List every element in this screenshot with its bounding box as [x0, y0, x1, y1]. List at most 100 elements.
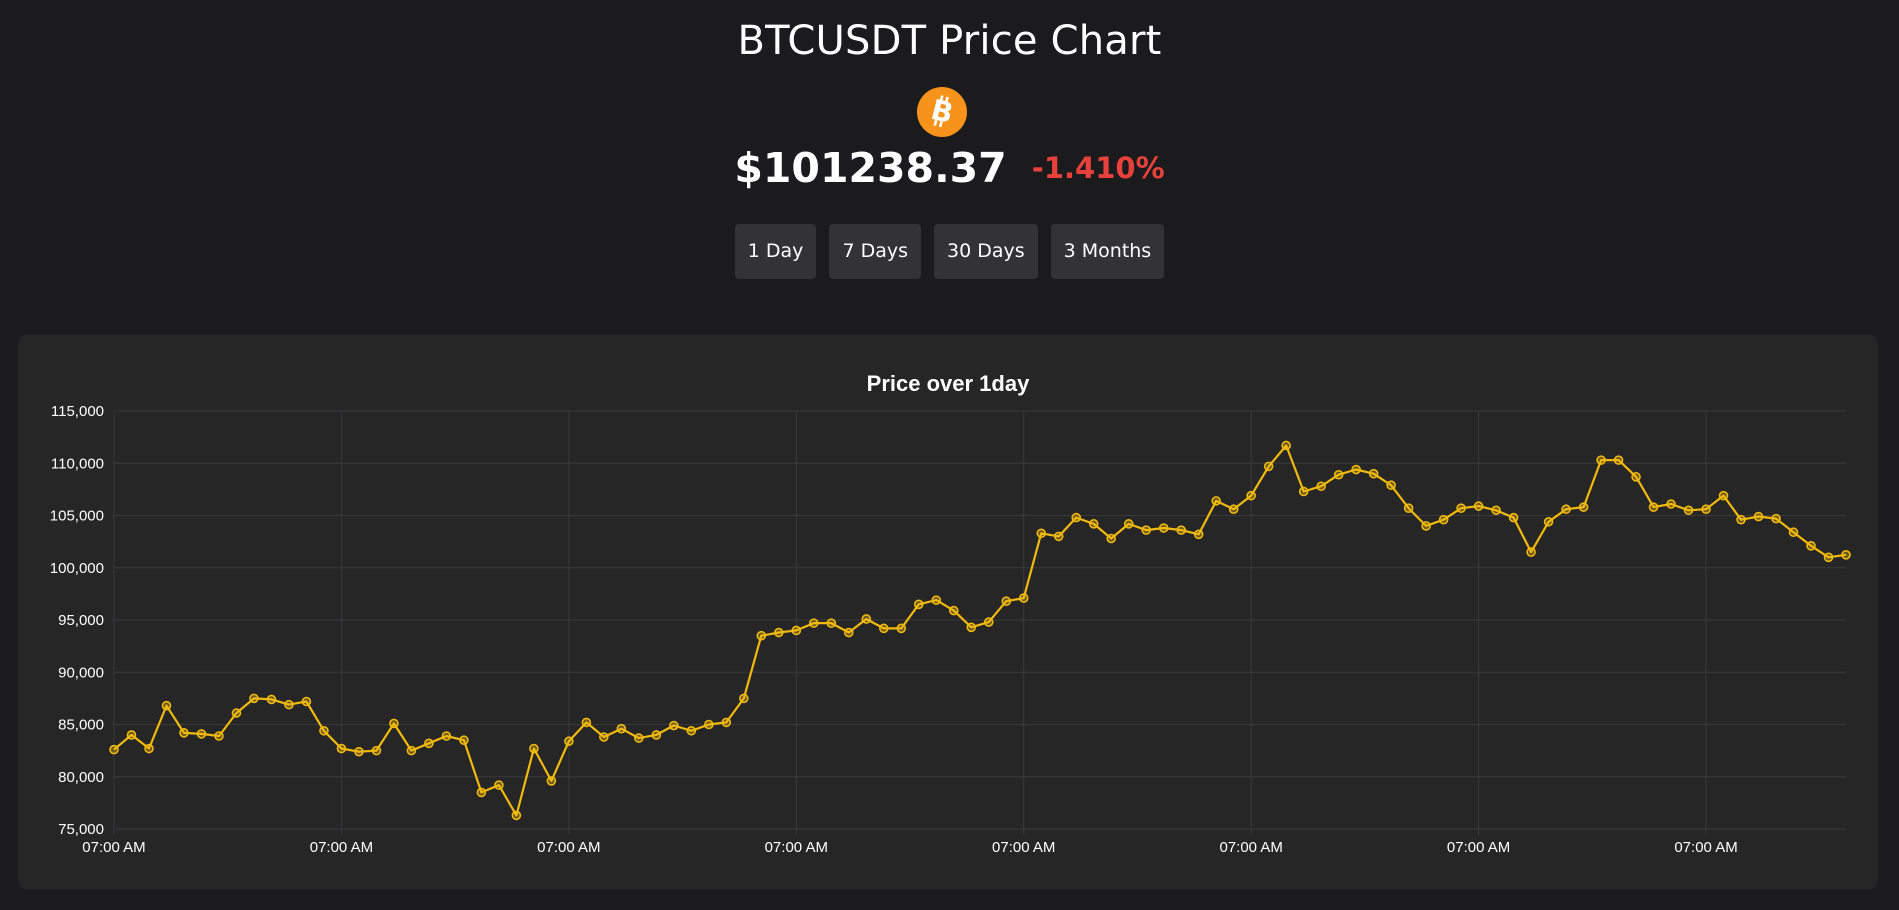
- data-point: [1123, 519, 1134, 529]
- chart-series: [109, 440, 1851, 821]
- data-point: [1718, 490, 1729, 501]
- data-point: [231, 708, 242, 718]
- data-point: [808, 618, 819, 628]
- chart-axes: 75,000 80,000 85,000 90,000 95,000 100,000 105…: [50, 403, 1738, 856]
- data-point: [214, 731, 224, 741]
- range-7-days-button[interactable]: 7 Days: [829, 224, 921, 279]
- range-3-months-button[interactable]: 3 Months: [1050, 224, 1165, 279]
- y-tick-label: 75,000: [58, 821, 104, 838]
- data-point: [1036, 528, 1047, 539]
- data-point: [1333, 469, 1344, 480]
- data-point: [896, 623, 907, 634]
- data-point: [1053, 531, 1064, 542]
- price-line: [113, 444, 1847, 817]
- chart-grid: [113, 410, 1846, 835]
- data-point: [826, 618, 837, 628]
- chart-title: Price over 1day: [867, 371, 1030, 396]
- data-point: [1298, 486, 1309, 497]
- range-30-days-button[interactable]: 30 Days: [933, 224, 1038, 279]
- data-point: [1771, 513, 1781, 524]
- data-point: [791, 625, 802, 636]
- data-point: [424, 738, 434, 749]
- data-point: [546, 776, 557, 786]
- data-point: [686, 725, 697, 736]
- data-point: [983, 617, 994, 627]
- data-point: [144, 743, 154, 754]
- data-point: [1018, 593, 1029, 603]
- data-point: [354, 746, 364, 757]
- data-point: [511, 810, 522, 821]
- data-point: [284, 699, 294, 710]
- data-point: [1193, 529, 1204, 540]
- data-point: [1421, 521, 1431, 531]
- data-point: [1578, 502, 1589, 512]
- data-point: [651, 730, 662, 740]
- data-point: [336, 743, 347, 754]
- data-point: [406, 745, 417, 756]
- data-point: [249, 693, 259, 704]
- data-point: [371, 745, 382, 756]
- y-tick-label: 85,000: [58, 717, 104, 734]
- data-point: [878, 623, 889, 634]
- data-point: [459, 735, 469, 745]
- data-point: [1648, 502, 1659, 512]
- data-point: [1806, 541, 1816, 551]
- data-point: [1683, 505, 1694, 516]
- data-point: [1631, 472, 1641, 482]
- data-point: [529, 743, 539, 754]
- x-tick-label: 07:00 AM: [1674, 839, 1737, 856]
- data-point: [669, 720, 679, 731]
- data-point: [1088, 519, 1099, 529]
- data-point: [1823, 552, 1834, 563]
- data-point: [599, 732, 609, 742]
- data-point: [634, 733, 644, 743]
- data-point: [1543, 516, 1554, 527]
- price-chart: Price over 1day 75,000 80,000 85,000 90,000…: [50, 371, 1851, 856]
- data-point: [161, 700, 172, 711]
- data-point: [1736, 514, 1746, 525]
- x-tick-label: 07:00 AM: [310, 839, 373, 856]
- data-point: [196, 729, 207, 739]
- data-point: [756, 630, 767, 641]
- chart-card: Price over 1day 75,000 80,000 85,000 90,000…: [18, 335, 1878, 889]
- data-point: [266, 694, 277, 705]
- data-point: [1071, 512, 1082, 523]
- data-point: [1613, 455, 1624, 465]
- current-price: $101238.37: [734, 144, 1007, 192]
- data-point: [1841, 550, 1851, 560]
- range-1-day-button[interactable]: 1 Day: [734, 224, 817, 279]
- data-point: [1316, 481, 1326, 492]
- data-point: [1228, 504, 1239, 515]
- data-point: [966, 622, 977, 633]
- data-point: [1561, 504, 1571, 515]
- data-point: [1386, 480, 1396, 490]
- data-point: [721, 717, 732, 728]
- data-point: [1788, 527, 1799, 538]
- data-point: [1001, 596, 1012, 606]
- data-point: [1491, 505, 1501, 516]
- data-point: [1438, 514, 1449, 525]
- data-point: [109, 744, 119, 755]
- data-point: [1701, 504, 1711, 515]
- data-point: [1281, 440, 1291, 451]
- y-tick-label: 95,000: [58, 612, 104, 629]
- data-point: [476, 787, 487, 798]
- y-tick-label: 80,000: [58, 769, 104, 786]
- y-tick-label: 110,000: [51, 455, 104, 472]
- y-tick-label: 105,000: [50, 508, 104, 525]
- x-tick-label: 07:00 AM: [1447, 839, 1510, 856]
- data-point: [1106, 533, 1117, 544]
- page-title: BTCUSDT Price Chart: [737, 18, 1162, 64]
- x-tick-label: 07:00 AM: [992, 839, 1055, 856]
- data-point: [319, 725, 329, 736]
- y-tick-label: 100,000: [50, 560, 104, 577]
- data-point: [1526, 547, 1536, 557]
- data-point: [1263, 461, 1274, 472]
- data-point: [389, 718, 399, 729]
- data-point: [1368, 468, 1379, 479]
- data-point: [1456, 503, 1466, 513]
- data-point: [1666, 499, 1676, 509]
- bitcoin-icon: B: [917, 87, 967, 137]
- price-change: -1.410%: [1031, 151, 1165, 185]
- x-tick-label: 07:00 AM: [82, 839, 145, 856]
